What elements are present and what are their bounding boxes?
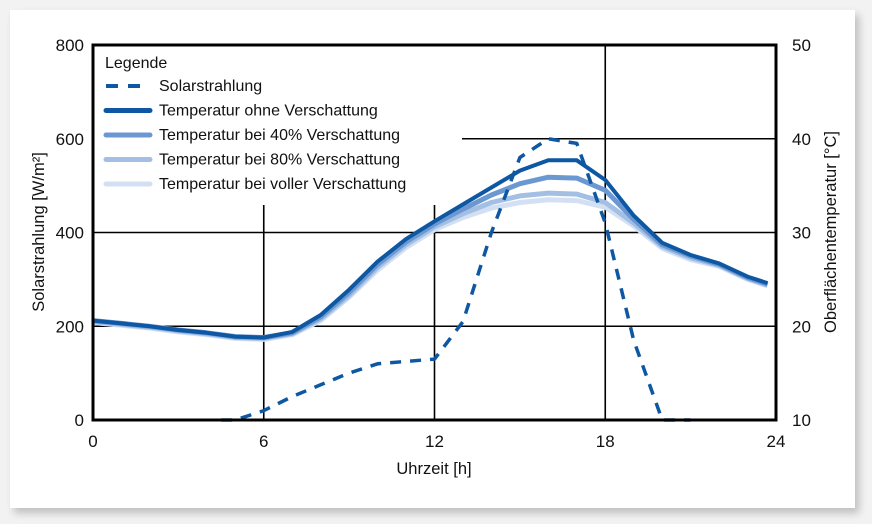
x-tick: 6 [259, 432, 268, 451]
x-tick: 24 [767, 432, 786, 451]
y-tick-left: 0 [75, 411, 84, 430]
series-line-3 [92, 190, 769, 341]
y-tick-left: 600 [56, 130, 84, 149]
x-tick: 12 [425, 432, 444, 451]
y-tick-right: 20 [792, 317, 811, 336]
y-tick-right: 50 [792, 36, 811, 55]
legend: Legende Solarstrahlung Temperatur ohne Ve… [103, 55, 406, 193]
x-tick: 0 [88, 432, 97, 451]
series-line-0 [221, 137, 691, 422]
legend-label: Temperatur bei voller Verschattung [159, 176, 406, 193]
y-tick-left: 800 [56, 36, 84, 55]
y-tick-right: 30 [792, 224, 811, 243]
y-tick-right: 10 [792, 411, 811, 430]
y-tick-right: 40 [792, 130, 811, 149]
y-axis-right-ticks: 10 20 30 40 50 [792, 36, 811, 430]
legend-label: Temperatur bei 40% Verschattung [159, 127, 400, 144]
series-line-2 [92, 174, 769, 340]
y-axis-right-title: Oberflächentemperatur [°C] [822, 131, 840, 333]
series-line-4 [92, 197, 769, 342]
legend-label: Solarstrahlung [159, 78, 262, 95]
x-axis-title: Uhrzeit [h] [396, 460, 471, 478]
legend-title: Legende [105, 55, 167, 72]
y-axis-left-title: Solarstrahlung [W/m²] [30, 152, 48, 312]
y-tick-left: 200 [56, 317, 84, 336]
legend-label: Temperatur ohne Verschattung [159, 103, 378, 120]
x-tick: 18 [596, 432, 615, 451]
y-tick-left: 400 [56, 224, 84, 243]
plot-frame [91, 43, 778, 422]
x-axis-ticks: 0 6 12 18 24 [88, 432, 785, 451]
legend-label: Temperatur bei 80% Verschattung [159, 152, 400, 169]
series-line-1 [92, 158, 769, 340]
data-series [92, 137, 769, 422]
chart-card [10, 10, 855, 508]
y-axis-left-ticks: 0 200 400 600 800 [56, 36, 84, 430]
